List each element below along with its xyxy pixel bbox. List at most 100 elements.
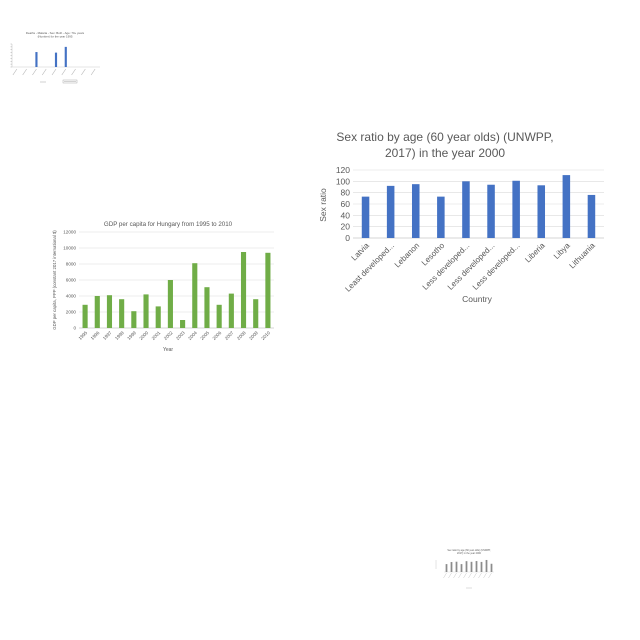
bar bbox=[131, 311, 137, 328]
x-tick-stub bbox=[463, 572, 467, 579]
x-tick-stub bbox=[22, 68, 27, 76]
y-tick-label: 120 bbox=[336, 165, 350, 175]
y-tick-label: 0 bbox=[73, 326, 76, 331]
x-tick-label: 2003 bbox=[175, 330, 186, 341]
x-tick-stub bbox=[488, 572, 492, 579]
bar bbox=[155, 306, 161, 328]
x-tick-stub bbox=[453, 572, 457, 579]
bar bbox=[462, 181, 470, 238]
x-tick-stub bbox=[32, 68, 37, 76]
chart-title: Deaths - Malaria - Sex: Both - Age: 70+ … bbox=[26, 31, 85, 39]
chart-title-line: Sex ratio by age (60 year olds) (UNWPP, bbox=[336, 130, 553, 144]
x-tick-label: 1998 bbox=[114, 330, 125, 341]
y-tick-label: 6000 bbox=[66, 278, 77, 283]
bar bbox=[253, 299, 259, 328]
x-tick-label: Latvia bbox=[349, 241, 371, 263]
chart-title: Sex ratio by age (60 year olds) (UNWPP, 2… bbox=[447, 549, 491, 555]
y-tick-label: 20 bbox=[341, 222, 351, 232]
x-tick-label: 2002 bbox=[163, 330, 174, 341]
x-axis-title: Country bbox=[462, 294, 493, 304]
y-axis-title: Sex ratio bbox=[318, 188, 328, 222]
bar bbox=[512, 180, 520, 238]
gdp-hungary-chart: GDP per capita for Hungary from 1995 to … bbox=[52, 221, 274, 353]
x-tick-label: 2006 bbox=[212, 330, 223, 341]
x-tick-label: 2005 bbox=[199, 330, 210, 341]
x-tick-label: Less developed... bbox=[471, 241, 522, 292]
x-tick-label: Lebanon bbox=[393, 241, 421, 269]
x-tick-label: 2007 bbox=[224, 330, 235, 341]
x-tick-label: 1995 bbox=[78, 330, 89, 341]
y-tick-label: 60 bbox=[341, 199, 351, 209]
x-tick-label: Least developed... bbox=[343, 241, 396, 294]
bar bbox=[228, 293, 234, 328]
y-tick-label: 10000 bbox=[63, 246, 76, 251]
bar bbox=[119, 299, 125, 328]
y-tick-label: 80 bbox=[341, 188, 351, 198]
bar bbox=[537, 185, 546, 238]
bar bbox=[490, 563, 493, 572]
bar bbox=[204, 287, 210, 328]
bar bbox=[480, 561, 483, 572]
bar bbox=[143, 294, 149, 328]
bar bbox=[587, 194, 596, 238]
y-axis-title: GDP per capita, PPP (constant 2017 inter… bbox=[52, 230, 57, 330]
x-axis-title: Year bbox=[163, 347, 173, 353]
bar bbox=[167, 280, 173, 328]
x-tick-stub bbox=[483, 572, 487, 579]
bar bbox=[460, 564, 463, 572]
legend-box bbox=[62, 79, 78, 84]
x-tick-stub bbox=[90, 68, 96, 76]
y-tick-label: 40 bbox=[341, 210, 351, 220]
sex-ratio-thumbnail-chart: Sex ratio by age (60 year olds) (UNWPP, 2… bbox=[435, 549, 494, 589]
x-tick-label: 1997 bbox=[102, 330, 113, 341]
bar bbox=[386, 185, 395, 238]
bar bbox=[437, 196, 445, 238]
chart-title: GDP per capita for Hungary from 1995 to … bbox=[104, 221, 233, 228]
bar bbox=[450, 562, 453, 572]
x-tick-stub bbox=[41, 68, 47, 76]
x-tick-label: 2001 bbox=[151, 330, 162, 341]
x-tick-stub bbox=[458, 572, 462, 579]
bar bbox=[475, 561, 478, 572]
x-tick-label: 1996 bbox=[90, 330, 101, 341]
x-tick-label: 1999 bbox=[126, 330, 137, 341]
x-tick-stub bbox=[448, 572, 452, 579]
y-tick-label: 100 bbox=[336, 176, 350, 186]
bar bbox=[35, 52, 38, 67]
bar bbox=[445, 564, 448, 572]
bar bbox=[106, 295, 113, 328]
y-tick-label: 8000 bbox=[66, 262, 77, 267]
sex-ratio-chart: Sex ratio by age (60 year olds) (UNWPP, 2… bbox=[318, 130, 604, 304]
x-tick-label: 2008 bbox=[236, 330, 247, 341]
bar bbox=[192, 263, 198, 328]
x-tick-stub bbox=[443, 572, 447, 579]
bar bbox=[465, 561, 468, 572]
x-tick-label: Lithuania bbox=[568, 241, 598, 271]
x-tick-stub bbox=[61, 68, 67, 76]
bar bbox=[470, 561, 473, 572]
x-tick-stub bbox=[478, 572, 482, 579]
x-tick-stub bbox=[51, 68, 57, 76]
y-tick-label: 4000 bbox=[66, 294, 77, 299]
x-tick-label: 2009 bbox=[248, 330, 259, 341]
bar bbox=[455, 561, 458, 572]
chart-title-line: 2017) in the year 2000 bbox=[385, 146, 505, 160]
bar bbox=[265, 252, 271, 328]
x-tick-stub bbox=[12, 68, 18, 76]
y-tick-label: 12000 bbox=[63, 230, 76, 235]
bar bbox=[54, 52, 58, 67]
bar bbox=[64, 46, 67, 67]
bar bbox=[240, 252, 247, 328]
bar bbox=[562, 175, 571, 238]
bar bbox=[216, 304, 222, 328]
x-tick-stub bbox=[71, 68, 76, 76]
x-tick-stub bbox=[81, 68, 86, 76]
bar bbox=[485, 559, 488, 572]
bar bbox=[411, 184, 420, 238]
malaria-deaths-chart: Deaths - Malaria - Sex: Both - Age: 70+ … bbox=[10, 31, 100, 84]
x-tick-stub bbox=[468, 572, 472, 579]
bar bbox=[180, 320, 186, 328]
y-tick-label: 0 bbox=[345, 233, 350, 243]
x-tick-label: 2000 bbox=[138, 330, 149, 341]
bar bbox=[82, 304, 88, 328]
